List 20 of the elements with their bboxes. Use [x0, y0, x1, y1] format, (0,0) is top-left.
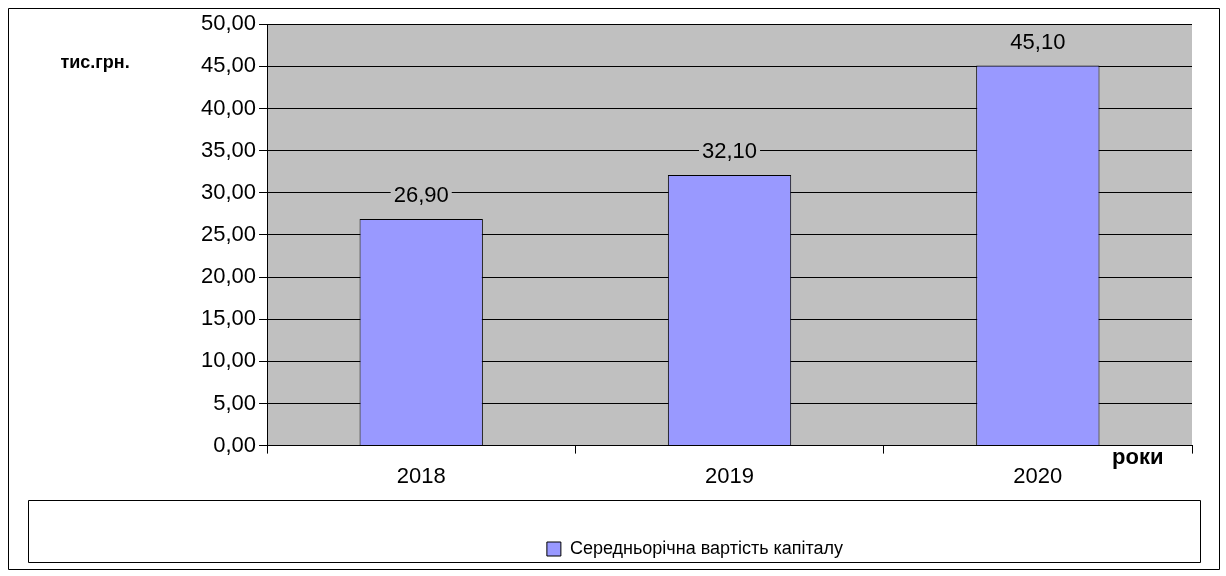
y-tick-label: 35,00 — [200, 136, 257, 162]
data-label: 45,10 — [1010, 28, 1066, 54]
data-label: 26,90 — [393, 181, 449, 207]
y-tick-label: 30,00 — [200, 178, 257, 204]
x-tick-label: 2020 — [1013, 462, 1063, 488]
y-tick-label: 10,00 — [200, 347, 257, 373]
y-tick-label: 45,00 — [200, 52, 257, 78]
x-tick-label: 2018 — [396, 462, 446, 488]
y-tick-label: 20,00 — [200, 263, 257, 289]
y-tick-label: 50,00 — [200, 10, 257, 36]
data-label: 32,10 — [702, 138, 758, 164]
y-tick-label: 5,00 — [213, 389, 257, 415]
x-axis-title: роки — [1112, 443, 1164, 469]
y-tick-label: 40,00 — [200, 94, 257, 120]
y-axis-title: тис.грн. — [60, 51, 130, 72]
legend-label: Середньорічна вартість капіталу — [569, 537, 844, 558]
y-tick-label: 0,00 — [213, 431, 257, 457]
y-tick-label: 25,00 — [200, 220, 257, 246]
y-tick-label: 15,00 — [200, 305, 257, 331]
x-tick-label: 2019 — [705, 462, 754, 488]
